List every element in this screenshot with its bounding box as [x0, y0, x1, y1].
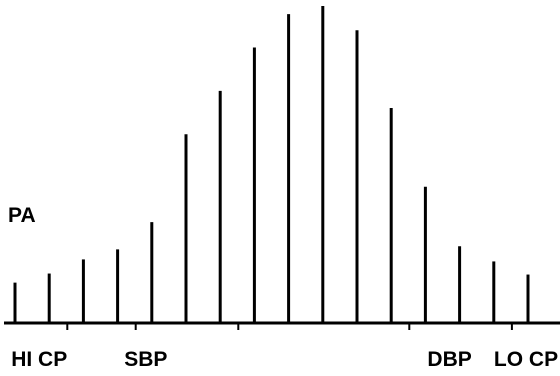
- x-label-4: LO CP: [494, 348, 558, 371]
- y-axis-label: PA: [8, 204, 36, 227]
- bars-layer: [13, 6, 530, 323]
- axis-layer: [4, 321, 560, 330]
- labels-layer: PA HI CP SBP DBP LO CP: [8, 204, 558, 371]
- x-label-1: HI CP: [11, 348, 67, 371]
- x-label-3: DBP: [427, 348, 471, 371]
- x-label-2: SBP: [124, 348, 167, 371]
